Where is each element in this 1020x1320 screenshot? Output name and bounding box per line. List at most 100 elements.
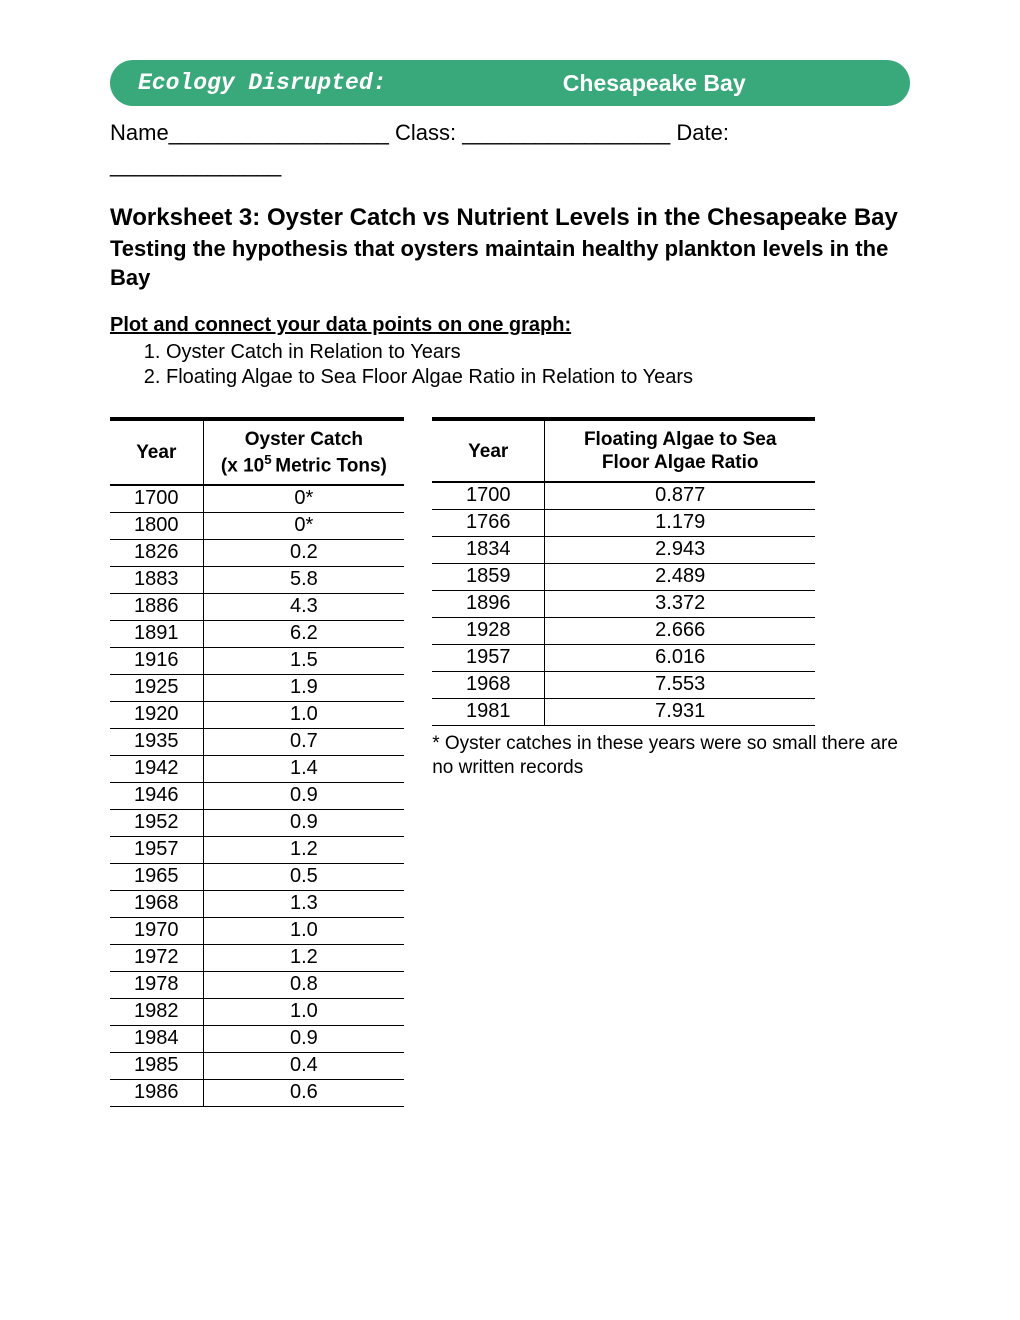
table-row: 17000.877 (432, 482, 815, 510)
table-cell: 1916 (110, 648, 203, 675)
table-cell: 1968 (110, 891, 203, 918)
banner-right-text: Chesapeake Bay (426, 70, 882, 97)
instruction-heading: Plot and connect your data points on one… (110, 314, 910, 337)
instruction-list-item: Floating Algae to Sea Floor Algae Ratio … (166, 366, 910, 389)
table-row: 19821.0 (110, 999, 404, 1026)
table-cell: 0.2 (203, 540, 404, 567)
instruction-list-item: Oyster Catch in Relation to Years (166, 341, 910, 364)
table-cell: 1981 (432, 698, 545, 725)
table-cell: 1985 (110, 1053, 203, 1080)
table-row: 19421.4 (110, 756, 404, 783)
table-row: 19571.2 (110, 837, 404, 864)
oyster-catch-table: Year Oyster Catch(x 105 Metric Tons) 170… (110, 417, 404, 1107)
table-cell: 1978 (110, 972, 203, 999)
table-cell: 1800 (110, 513, 203, 540)
table-row: 19817.931 (432, 698, 815, 725)
table-cell: 1.2 (203, 945, 404, 972)
header-banner: Ecology Disrupted: Chesapeake Bay (110, 60, 910, 106)
table-cell: 7.931 (545, 698, 816, 725)
table-row: 18916.2 (110, 621, 404, 648)
table-cell: 0.9 (203, 1026, 404, 1053)
table-cell: 1.2 (203, 837, 404, 864)
table-cell: 1766 (432, 509, 545, 536)
worksheet-subtitle: Testing the hypothesis that oysters main… (110, 235, 910, 292)
table-row: 19161.5 (110, 648, 404, 675)
table-cell: 1928 (432, 617, 545, 644)
instruction-list: Oyster Catch in Relation to YearsFloatin… (110, 341, 910, 389)
table-cell: 2.666 (545, 617, 816, 644)
table-row: 18835.8 (110, 567, 404, 594)
table2-col2-header: Floating Algae to SeaFloor Algae Ratio (545, 419, 816, 482)
table-cell: 0.8 (203, 972, 404, 999)
table-cell: 1896 (432, 590, 545, 617)
table-cell: 1.0 (203, 999, 404, 1026)
table-row: 19840.9 (110, 1026, 404, 1053)
table-cell: 1883 (110, 567, 203, 594)
table-row: 19860.6 (110, 1080, 404, 1107)
table-cell: 1700 (432, 482, 545, 510)
table-cell: 0.877 (545, 482, 816, 510)
table-cell: 6.2 (203, 621, 404, 648)
table-row: 19780.8 (110, 972, 404, 999)
table-row: 18592.489 (432, 563, 815, 590)
table-row: 19251.9 (110, 675, 404, 702)
table-cell: 1925 (110, 675, 203, 702)
table-cell: 2.943 (545, 536, 816, 563)
table-row: 18000* (110, 513, 404, 540)
table-row: 19721.2 (110, 945, 404, 972)
table-cell: 1986 (110, 1080, 203, 1107)
table-cell: 0* (203, 513, 404, 540)
algae-ratio-table: Year Floating Algae to SeaFloor Algae Ra… (432, 417, 815, 726)
table-cell: 5.8 (203, 567, 404, 594)
table-cell: 1970 (110, 918, 203, 945)
algae-ratio-table-wrapper: Year Floating Algae to SeaFloor Algae Ra… (432, 417, 910, 779)
form-line-1: Name__________________ Class: __________… (110, 120, 910, 146)
table-row: 19701.0 (110, 918, 404, 945)
table-cell: 1972 (110, 945, 203, 972)
table-row: 18963.372 (432, 590, 815, 617)
table-cell: 1886 (110, 594, 203, 621)
table-row: 17661.179 (432, 509, 815, 536)
table-row: 19576.016 (432, 644, 815, 671)
table-row: 19350.7 (110, 729, 404, 756)
table-cell: 1935 (110, 729, 203, 756)
table-cell: 1942 (110, 756, 203, 783)
table-row: 19650.5 (110, 864, 404, 891)
table-row: 18260.2 (110, 540, 404, 567)
table-cell: 1859 (432, 563, 545, 590)
table-cell: 0.4 (203, 1053, 404, 1080)
table-cell: 1952 (110, 810, 203, 837)
table-row: 19460.9 (110, 783, 404, 810)
table-row: 19850.4 (110, 1053, 404, 1080)
table-row: 19201.0 (110, 702, 404, 729)
table-cell: 1.179 (545, 509, 816, 536)
table-cell: 1826 (110, 540, 203, 567)
table-cell: 1.9 (203, 675, 404, 702)
table-cell: 0.9 (203, 783, 404, 810)
table-cell: 0.5 (203, 864, 404, 891)
table1-col1-header: Year (110, 419, 203, 485)
table-cell: 1.3 (203, 891, 404, 918)
table-cell: 1965 (110, 864, 203, 891)
table-row: 19687.553 (432, 671, 815, 698)
table-cell: 1984 (110, 1026, 203, 1053)
footnote: * Oyster catches in these years were so … (432, 732, 910, 780)
table-cell: 1946 (110, 783, 203, 810)
table-cell: 6.016 (545, 644, 816, 671)
table-cell: 1.0 (203, 702, 404, 729)
table2-col1-header: Year (432, 419, 545, 482)
table-cell: 0.6 (203, 1080, 404, 1107)
table1-col2-header: Oyster Catch(x 105 Metric Tons) (203, 419, 404, 485)
table-row: 17000* (110, 485, 404, 513)
table-row: 19681.3 (110, 891, 404, 918)
table-cell: 1834 (432, 536, 545, 563)
table-row: 18342.943 (432, 536, 815, 563)
table-cell: 4.3 (203, 594, 404, 621)
table-cell: 1968 (432, 671, 545, 698)
table-row: 19520.9 (110, 810, 404, 837)
table-cell: 1957 (432, 644, 545, 671)
banner-left-text: Ecology Disrupted: (138, 70, 426, 96)
table-cell: 7.553 (545, 671, 816, 698)
table-cell: 0* (203, 485, 404, 513)
oyster-catch-table-wrapper: Year Oyster Catch(x 105 Metric Tons) 170… (110, 417, 404, 1107)
